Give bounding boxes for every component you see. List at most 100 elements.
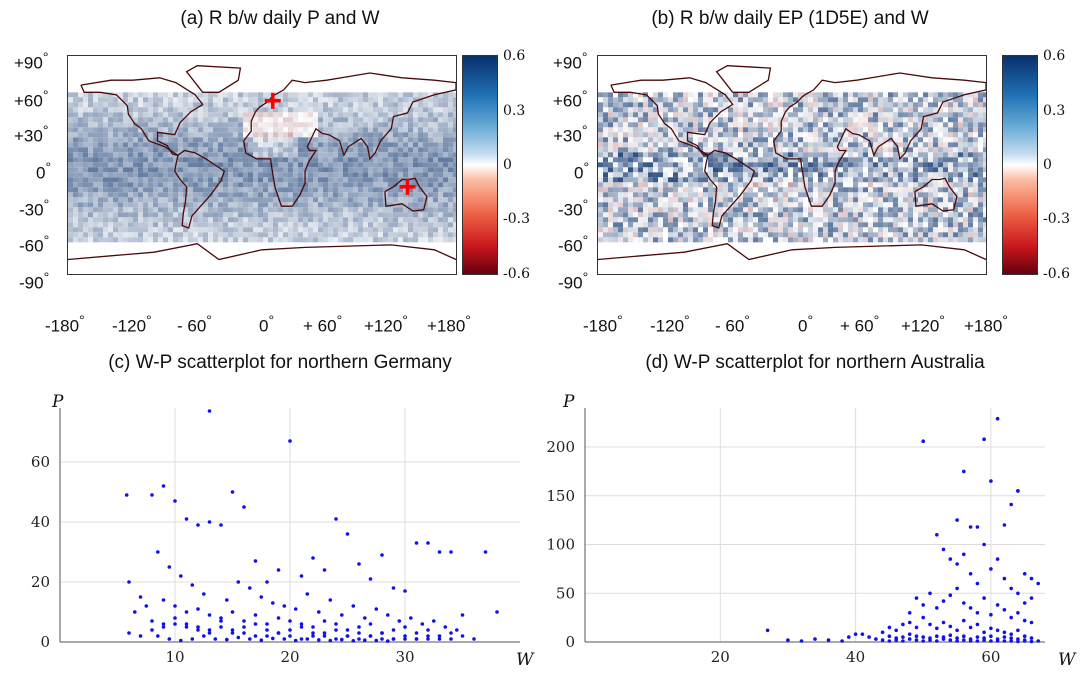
- map-cell: [768, 187, 773, 193]
- map-cell: [388, 172, 393, 178]
- map-cell: [718, 192, 723, 198]
- map-cell: [798, 162, 803, 168]
- map-cell: [938, 97, 943, 103]
- map-cell: [278, 172, 283, 178]
- map-cell: [288, 197, 293, 203]
- map-cell: [348, 122, 353, 128]
- map-cell: [598, 177, 603, 183]
- map-cell: [178, 97, 183, 103]
- map-cell: [403, 182, 408, 188]
- map-cell: [978, 212, 983, 218]
- map-cell: [943, 117, 948, 123]
- map-cell: [368, 207, 373, 213]
- map-cell: [363, 227, 368, 233]
- map-cell: [978, 92, 983, 98]
- map-cell: [763, 167, 768, 173]
- map-cell: [698, 197, 703, 203]
- map-cell: [83, 207, 88, 213]
- map-cell: [378, 237, 383, 243]
- map-cell: [353, 172, 358, 178]
- map-cell: [173, 197, 178, 203]
- map-cell: [253, 92, 258, 98]
- map-cell: [963, 162, 968, 168]
- map-cell: [243, 102, 248, 108]
- map-cell: [648, 122, 653, 128]
- map-cell: [918, 157, 923, 163]
- map-cell: [608, 182, 613, 188]
- map-cell: [618, 117, 623, 123]
- map-cell: [768, 217, 773, 223]
- map-cell: [668, 152, 673, 158]
- map-cell: [173, 212, 178, 218]
- map-cell: [668, 122, 673, 128]
- map-cell: [653, 127, 658, 133]
- map-cell: [118, 142, 123, 148]
- map-cell: [283, 102, 288, 108]
- map-cell: [148, 152, 153, 158]
- scatter-point: [437, 550, 442, 554]
- map-cell: [183, 157, 188, 163]
- map-cell: [118, 132, 123, 138]
- map-cell: [768, 147, 773, 153]
- map-cell: [788, 237, 793, 243]
- map-cell: [693, 182, 698, 188]
- map-cell: [678, 202, 683, 208]
- map-cell: [253, 142, 258, 148]
- map-cell: [168, 192, 173, 198]
- map-cell: [858, 237, 863, 243]
- map-cell: [678, 207, 683, 213]
- map-cell: [413, 217, 418, 223]
- map-cell: [873, 122, 878, 128]
- map-cell: [708, 92, 713, 98]
- map-cell: [138, 212, 143, 218]
- map-cell: [103, 207, 108, 213]
- map-cell: [228, 202, 233, 208]
- map-cell: [213, 232, 218, 238]
- map-cell: [628, 112, 633, 118]
- map-cell: [943, 192, 948, 198]
- map-cell: [598, 182, 603, 188]
- scatter-point: [293, 638, 298, 643]
- map-cell: [328, 142, 333, 148]
- map-cell: [328, 227, 333, 233]
- map-cell: [153, 232, 158, 238]
- map-cell: [393, 212, 398, 218]
- map-cell: [638, 197, 643, 203]
- map-cell: [338, 97, 343, 103]
- map-cell: [433, 102, 438, 108]
- map-cell: [343, 222, 348, 228]
- map-cell: [183, 217, 188, 223]
- scatter-point: [975, 581, 980, 586]
- map-cell: [108, 197, 113, 203]
- map-cell: [278, 107, 283, 113]
- map-cell: [213, 122, 218, 128]
- map-cell: [383, 147, 388, 153]
- map-cell: [633, 232, 638, 238]
- map-cell: [208, 182, 213, 188]
- map-cell: [263, 132, 268, 138]
- scatter-point: [935, 606, 939, 610]
- map-cell: [893, 122, 898, 128]
- map-cell: [773, 202, 778, 208]
- map-cell: [918, 132, 923, 138]
- scatter-point: [340, 637, 344, 642]
- map-cell: [833, 232, 838, 238]
- map-cell: [688, 157, 693, 163]
- map-cell: [883, 237, 888, 243]
- map-cell: [708, 137, 713, 143]
- map-cell: [208, 162, 213, 168]
- map-cell: [358, 182, 363, 188]
- map-cell: [853, 232, 858, 238]
- map-cell: [843, 177, 848, 183]
- map-cell: [413, 122, 418, 128]
- map-cell: [628, 192, 633, 198]
- map-cell: [328, 162, 333, 168]
- map-cell: [98, 97, 103, 103]
- map-cell: [368, 127, 373, 133]
- map-cell: [198, 212, 203, 218]
- map-cell: [753, 142, 758, 148]
- map-cell: [838, 152, 843, 158]
- map-cell: [103, 232, 108, 238]
- map-cell: [853, 192, 858, 198]
- map-cell: [413, 207, 418, 213]
